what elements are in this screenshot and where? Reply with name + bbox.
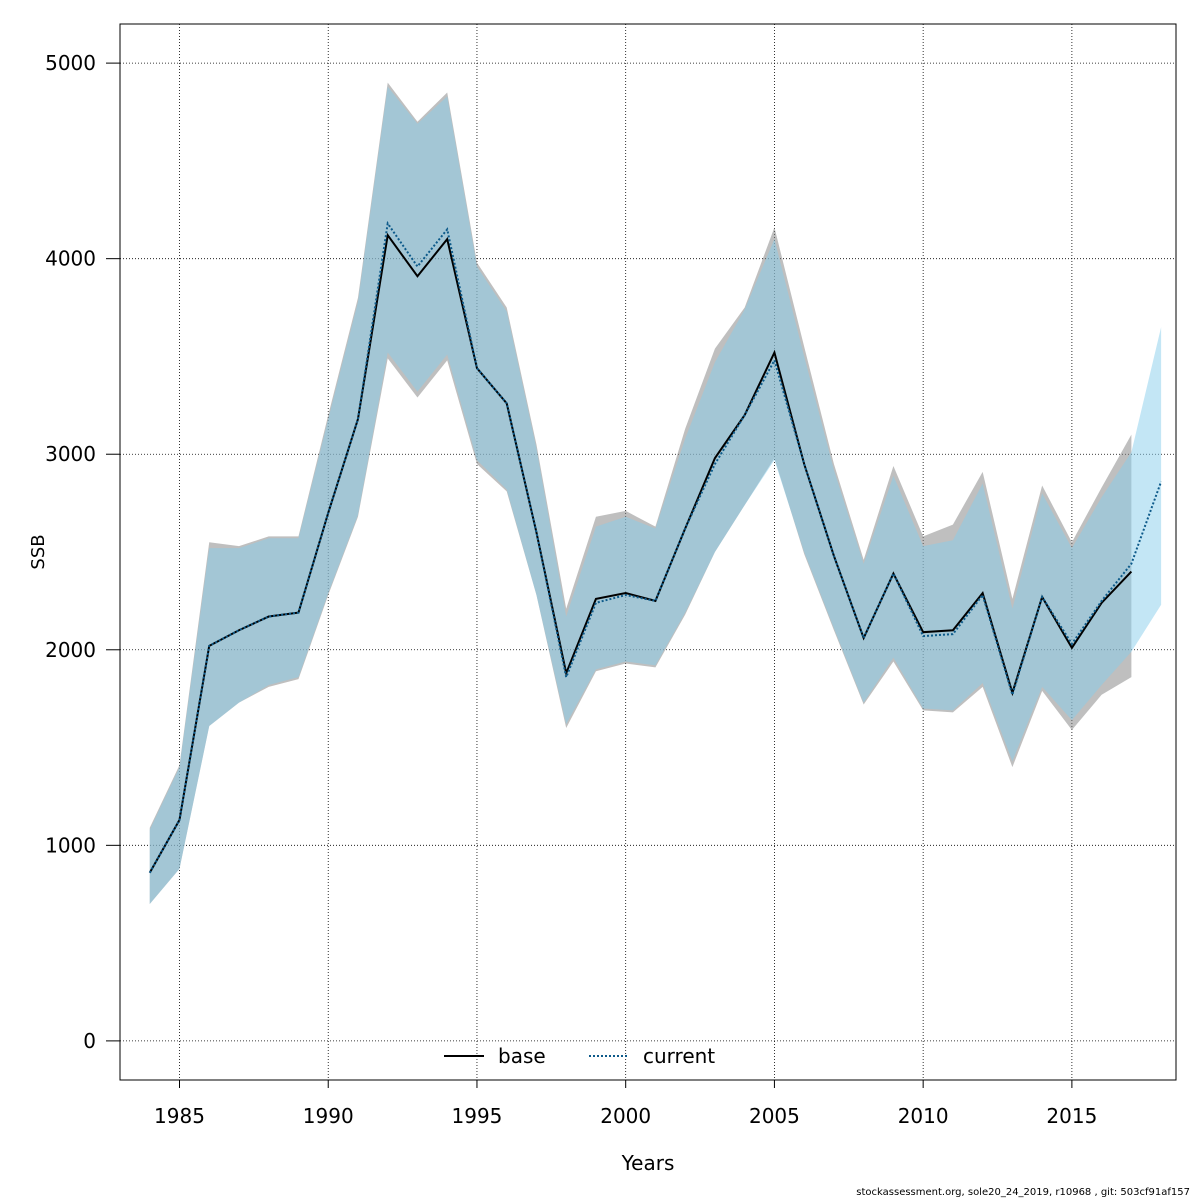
legend-label-current: current	[643, 1044, 715, 1068]
x-tick-label: 1995	[452, 1104, 503, 1128]
legend: base current	[444, 1044, 715, 1068]
x-axis-label: Years	[621, 1151, 675, 1175]
y-axis-label: SSB	[28, 534, 49, 569]
legend-label-base: base	[498, 1044, 546, 1068]
x-tick-label: 2015	[1046, 1104, 1097, 1128]
x-tick-label: 1990	[303, 1104, 354, 1128]
confidence-band-current	[149, 86, 1162, 905]
confidence-bands	[149, 82, 1162, 905]
y-tick-label: 4000	[45, 247, 96, 271]
x-tick-label: 1985	[154, 1104, 205, 1128]
x-tick-label: 2005	[749, 1104, 800, 1128]
axes: 1985 1990 1995 2000 2005 2010 2015 0 1000 2000 300…	[45, 51, 1097, 1128]
series-line-current	[148, 220, 1163, 874]
y-tick-label: 0	[83, 1029, 96, 1053]
x-tick-label: 2000	[600, 1104, 651, 1128]
y-tick-label: 3000	[45, 442, 96, 466]
y-tick-label: 1000	[45, 833, 96, 857]
y-tick-label: 5000	[45, 51, 96, 75]
series-lines	[148, 220, 1163, 874]
footer-credit: stockassessment.org, sole20_24_2019, r10…	[856, 1187, 1190, 1198]
plot-frame	[119, 23, 1177, 1081]
y-tick-label: 2000	[45, 638, 96, 662]
x-tick-label: 2010	[898, 1104, 949, 1128]
